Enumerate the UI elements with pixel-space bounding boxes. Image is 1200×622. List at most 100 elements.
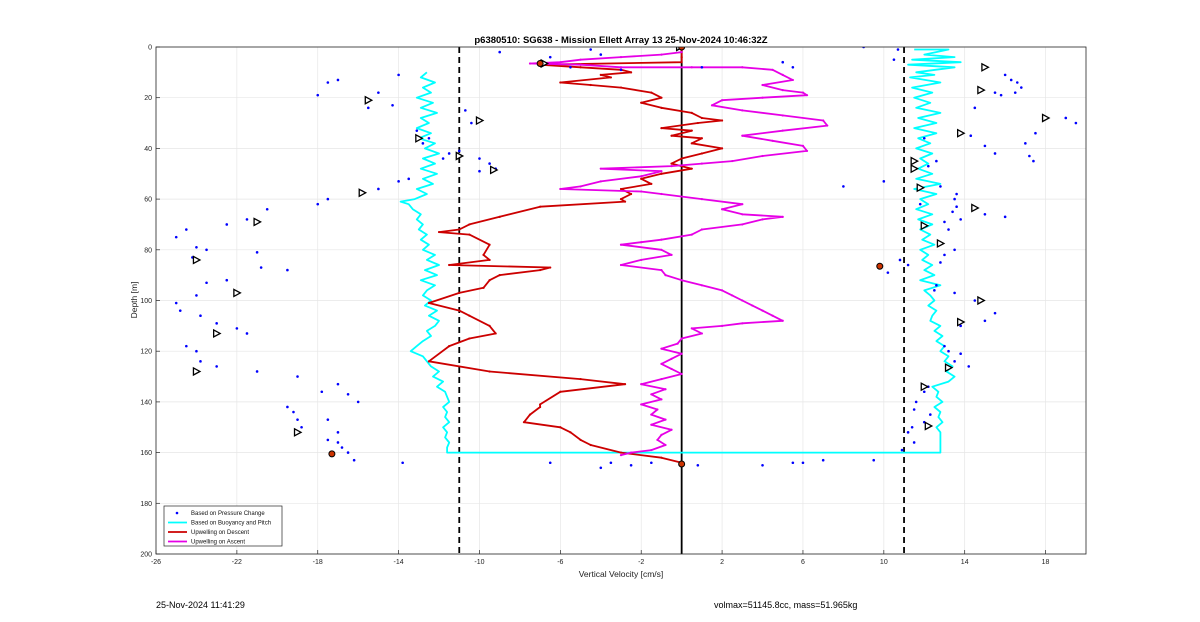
ascent-point [741,299,744,302]
ascent-point [720,208,724,211]
pressure-change-point [999,93,1003,97]
triangle-marker [910,164,920,174]
ascent-point [741,66,744,69]
descent-point [559,81,562,84]
y-tick-label: 20 [144,95,152,102]
ascent-point [805,149,809,153]
triangle-marker [1041,113,1051,123]
descent-point [680,56,683,59]
ascent-point [599,180,602,183]
pressure-change-point [185,344,188,348]
descent-point [670,134,673,137]
x-tick-label: -10 [474,559,484,566]
ascent-point [781,319,784,322]
pressure-change-point [199,360,202,363]
pressure-change-point [316,93,320,97]
pressure-change-point [912,441,916,444]
pressure-change-point [842,185,845,188]
descent-point [630,71,633,74]
descent-point [680,157,683,160]
pressure-change-point [935,159,938,163]
ascent-point [791,78,794,82]
triangle-marker [916,183,926,193]
ascent-point [741,203,744,206]
pressure-change-point [910,425,914,429]
descent-point [494,332,497,335]
x-tick-label: 10 [880,559,888,566]
triangle-marker [924,421,934,431]
ascent-point [720,99,724,102]
ascent-point [664,388,667,391]
ascent-point [630,451,633,454]
triangle-marker [489,165,499,175]
triangle-marker [920,382,930,392]
ascent-point [599,167,602,170]
pressure-change-point [821,458,825,462]
pressure-change-point [953,248,956,252]
ascent-point [660,248,663,251]
ascent-point [660,398,663,401]
y-axis-label: Depth [m] [129,282,139,319]
pressure-change-point [185,228,188,231]
pressure-change-point [619,68,623,72]
triangle-marker [957,128,966,138]
pressure-change-point [892,58,896,61]
ascent-point [690,233,693,236]
ascent-point [664,418,667,421]
pressure-change-point [205,281,208,285]
pressure-change-point [470,121,473,125]
ascent-point [528,62,532,65]
ascent-point [720,324,724,327]
y-tick-label: 80 [144,247,152,254]
ascent-point [619,454,623,457]
ascent-point [826,124,829,127]
ascent-point [781,88,784,92]
descent-point [427,301,431,305]
ascent-point [741,322,744,325]
descent-point [458,228,461,231]
pressure-change-point [195,349,198,353]
ascent-point [619,66,623,69]
triangle-marker [364,95,374,105]
legend-entry-label: Upwelling on Descent [191,530,249,536]
descent-point [488,243,491,246]
pressure-change-point [415,129,419,132]
ascent-point [700,198,703,201]
pressure-change-point [953,291,956,295]
footer-volmax-mass: volmax=51145.8cc, mass=51.965kg [714,600,858,610]
descent-point [482,286,485,289]
ascent-point [579,185,582,188]
triangle-marker [475,115,485,126]
descent-point [660,96,663,99]
descent-point [650,91,653,94]
descent-point [468,233,471,236]
ascent-point [731,159,734,163]
pressure-change-point [700,65,704,69]
ascent-point [676,342,679,345]
ascent-point [619,56,623,59]
ascent-point [700,332,703,335]
pressure-change-point [1064,116,1068,120]
pressure-change-point [320,390,324,394]
descent-point [468,314,471,317]
ascent-point [700,284,703,287]
descent-point [488,324,491,327]
ascent-point [761,309,764,312]
pressure-change-point [696,463,700,467]
ascent-point [656,408,659,411]
pressure-change-point [900,448,904,452]
pressure-change-point [195,245,198,249]
pressure-change-point [993,311,997,315]
ascent-point [761,83,764,87]
ascent-point [664,274,667,277]
triangle-marker [944,363,954,373]
pressure-change-point [195,294,198,297]
pressure-change-point [397,180,400,183]
x-tick-label: -18 [313,559,323,566]
x-tick-label: 6 [801,559,805,566]
pressure-change-point [265,207,269,211]
pressure-change-point [336,441,340,444]
descent-point [599,73,602,76]
ascent-point [781,215,784,218]
